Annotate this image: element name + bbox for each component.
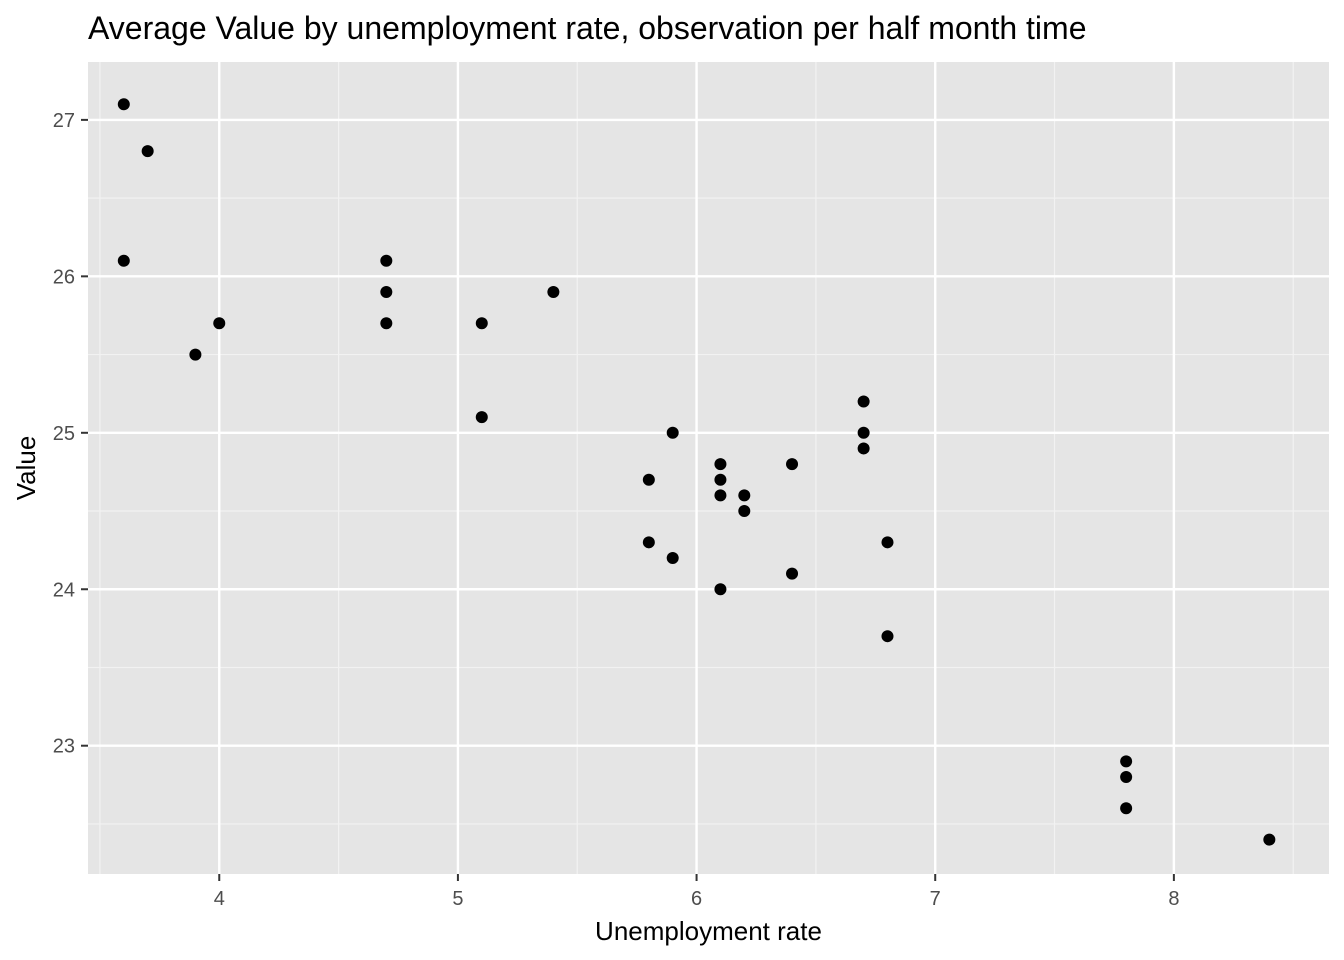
minor-gridlines [88,62,1329,874]
data-point [738,505,751,518]
y-tick-label: 23 [53,736,75,758]
x-axis-title: Unemployment rate [595,916,822,946]
y-tick-label: 26 [53,266,75,288]
data-point [857,395,870,408]
data-point [857,426,870,439]
data-points [117,98,1276,846]
data-point [380,285,393,298]
x-tick-label: 8 [1168,888,1179,910]
y-tick-label: 27 [53,110,75,132]
data-point [547,285,560,298]
y-axis-title: Value [11,436,41,501]
data-point [714,583,727,596]
data-point [786,458,799,471]
x-tick-label: 7 [930,888,941,910]
data-point [1120,755,1133,768]
data-point [380,317,393,330]
x-tick-label: 5 [452,888,463,910]
data-point [786,567,799,580]
data-point [475,411,488,424]
data-point [881,630,894,643]
data-point [213,317,226,330]
y-axis: 23 24 25 26 27 [53,110,88,758]
data-point [189,348,202,361]
data-point [642,473,655,486]
chart-title: Average Value by unemployment rate, obse… [88,10,1086,46]
data-point [714,489,727,502]
data-point [881,536,894,549]
data-point [1263,833,1276,846]
data-point [642,536,655,549]
data-point [666,426,679,439]
data-point [857,442,870,455]
data-point [666,551,679,564]
plot-panel [88,62,1329,874]
data-point [1120,770,1133,783]
data-point [714,473,727,486]
data-point [117,98,130,111]
data-point [117,254,130,267]
data-point [1120,802,1133,815]
data-point [380,254,393,267]
x-axis: 4 5 6 7 8 [214,874,1179,910]
data-point [714,458,727,471]
y-tick-label: 25 [53,423,75,445]
major-gridlines [88,62,1329,874]
data-point [475,317,488,330]
data-point [738,489,751,502]
x-tick-label: 4 [214,888,225,910]
x-tick-label: 6 [691,888,702,910]
data-point [141,145,154,158]
y-tick-label: 24 [53,579,75,601]
